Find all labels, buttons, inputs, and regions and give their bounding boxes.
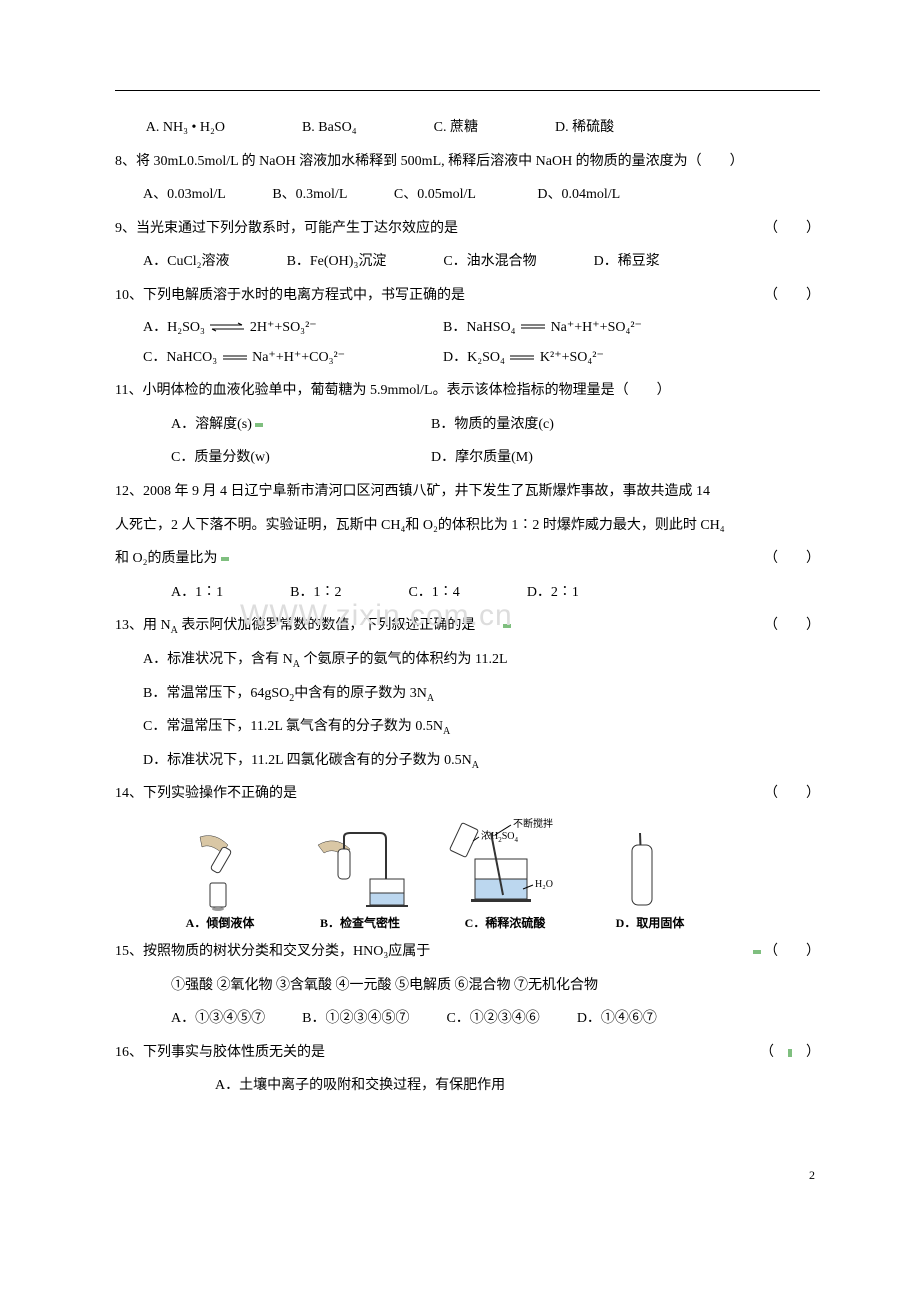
green-fragment-icon: [788, 1049, 792, 1057]
q10-c-left: C．NaHCO₃: [143, 350, 217, 365]
equals-long-icon: [221, 354, 249, 362]
q11-opt-b: B．物质的量浓度(c): [431, 417, 554, 432]
q15-opt-d: D．①④⑥⑦: [577, 1011, 657, 1026]
green-fragment-icon: [753, 950, 761, 954]
q14-cap-b: B．检查气密性: [305, 914, 415, 933]
q13-opt-d: D．标准状况下，11.2L 四氯化碳含有的分子数为 0.5NA: [115, 744, 820, 778]
q12-line2: 人死亡，2 人下落不明。实验证明，瓦斯中 CH₄和 O₂的体积比为 1∶2 时爆…: [115, 509, 820, 543]
q14-fig-b: B．检查气密性: [305, 827, 415, 933]
q14-figures: A．倾倒液体 B．检查气密性 不断搅拌: [115, 817, 820, 933]
q15-opt-a: A．①③④⑤⑦: [171, 1011, 265, 1026]
q10-d-right: K²⁺+SO₄²⁻: [540, 350, 604, 365]
q10: 10、下列电解质溶于水时的电离方程式中，书写正确的是 （ ） A．H₂SO₃ 2…: [115, 279, 820, 374]
q10-b-right: Na⁺+H⁺+SO₄²⁻: [551, 320, 642, 335]
q16: 16、下列事实与胶体性质无关的是 （ ） A．土壤中离子的吸附和交换过程，有保肥…: [115, 1036, 820, 1103]
q11-opt-c: C．质量分数(w): [171, 441, 431, 475]
q8-opt-b: B、0.3mol/L: [272, 187, 347, 202]
take-solid-icon: [620, 827, 680, 912]
q9-stem: 9、当光束通过下列分散系时，可能产生丁达尔效应的是: [115, 212, 458, 246]
q7-opt-c: C. 蔗糖: [434, 120, 478, 135]
q7-options: A. NH₃ • H₂O B. BaSO₄ C. 蔗糖 D. 稀硫酸: [115, 111, 820, 145]
q10-c-right: Na⁺+H⁺+CO₃²⁻: [252, 350, 345, 365]
q8: 8、将 30mL0.5mol/L 的 NaOH 溶液加水稀释到 500mL, 稀…: [115, 145, 820, 212]
q10-paren: （ ）: [764, 279, 820, 313]
q11: 11、小明体检的血液化验单中，葡萄糖为 5.9mmol/L。表示该体检指标的物理…: [115, 374, 820, 475]
q14-fig-c: 不断搅拌 浓H2SO4 H₂O C．稀释浓硫酸: [445, 817, 565, 933]
green-fragment-icon: [503, 624, 511, 628]
q16-stem: 16、下列事实与胶体性质无关的是: [115, 1036, 325, 1070]
q8-opt-d: D、0.04mol/L: [537, 187, 620, 202]
q13-opt-b: B．常温常压下，64gSO2中含有的原子数为 3NA: [115, 677, 820, 711]
q9-opt-a: A．CuCl₂溶液: [143, 254, 230, 269]
q10-b-left: B．NaHSO₄: [443, 320, 516, 335]
q9-opt-c: C．油水混合物: [443, 254, 536, 269]
q7-opt-d: D. 稀硫酸: [555, 120, 614, 135]
q8-opt-a: A、0.03mol/L: [143, 187, 225, 202]
q13-paren: （ ）: [764, 609, 820, 643]
q11-opt-a: A．溶解度(s): [171, 417, 252, 432]
equilibrium-arrow-icon: [208, 322, 246, 332]
q7-opt-a: A. NH₃ • H₂O: [146, 120, 225, 135]
q15-opt-c: C．①②③④⑥: [446, 1011, 539, 1026]
label-h2o: H₂O: [535, 879, 553, 890]
q8-stem: 8、将 30mL0.5mol/L 的 NaOH 溶液加水稀释到 500mL, 稀…: [115, 145, 820, 179]
q13-opt-c: C．常温常压下，11.2L 氯气含有的分子数为 0.5NA: [115, 710, 820, 744]
page-number: 2: [809, 1161, 815, 1190]
equals-long-icon: [519, 323, 547, 331]
q11-stem: 11、小明体检的血液化验单中，葡萄糖为 5.9mmol/L。表示该体检指标的物理…: [115, 374, 820, 408]
q14: 14、下列实验操作不正确的是 （ ） A．倾倒液体: [115, 777, 820, 933]
q9: 9、当光束通过下列分散系时，可能产生丁达尔效应的是 （ ） A．CuCl₂溶液 …: [115, 212, 820, 279]
q10-stem: 10、下列电解质溶于水时的电离方程式中，书写正确的是: [115, 279, 465, 313]
q10-opt-c: C．NaHCO₃ Na⁺+H⁺+CO₃²⁻: [143, 343, 443, 374]
q12-opt-b: B．1∶2: [290, 585, 341, 600]
q10-a-right: 2H⁺+SO₃²⁻: [250, 320, 317, 335]
label-stir: 不断搅拌: [513, 817, 553, 830]
equals-long-icon: [508, 354, 536, 362]
q12-opt-d: D．2∶1: [527, 585, 579, 600]
q13: 13、用 NA 表示阿伏加德罗常数的数值，下列叙述正确的是 （ ） A．标准状况…: [115, 609, 820, 777]
q15: 15、按照物质的树状分类和交叉分类，HNO₃应属于 （ ） ①强酸 ②氧化物 ③…: [115, 935, 820, 1036]
q14-cap-a: A．倾倒液体: [165, 914, 275, 933]
q15-stem: 15、按照物质的树状分类和交叉分类，HNO₃应属于: [115, 935, 430, 969]
q14-fig-d: D．取用固体: [595, 827, 705, 933]
green-fragment-icon: [221, 557, 229, 561]
q9-opt-d: D．稀豆浆: [594, 254, 660, 269]
q12-opt-c: C．1∶4: [408, 585, 459, 600]
q12: 12、2008 年 9 月 4 日辽宁阜新市清河口区河西镇八矿，井下发生了瓦斯爆…: [115, 475, 820, 609]
q15-categories: ①强酸 ②氧化物 ③含氧酸 ④一元酸 ⑤电解质 ⑥混合物 ⑦无机化合物: [115, 969, 820, 1003]
q7-opt-b: B. BaSO₄: [302, 120, 357, 135]
q10-opt-a: A．H₂SO₃ 2H⁺+SO₃²⁻: [143, 313, 443, 344]
q8-opt-c: C、0.05mol/L: [394, 187, 476, 202]
header-rule: [115, 90, 820, 91]
q16-paren: （ ）: [760, 1036, 820, 1070]
q12-opt-a: A．1∶1: [171, 585, 223, 600]
q12-paren: （ ）: [764, 542, 820, 576]
pouring-liquid-icon: [180, 827, 260, 912]
q15-paren: （ ）: [764, 944, 820, 959]
q10-opt-b: B．NaHSO₄ Na⁺+H⁺+SO₄²⁻: [443, 313, 642, 344]
q15-opt-b: B．①②③④⑤⑦: [302, 1011, 409, 1026]
q10-d-left: D．K₂SO₄: [443, 350, 505, 365]
airtight-check-icon: [310, 827, 410, 912]
page: WWW.zixin.com.cn A. NH₃ • H₂O B. BaSO₄ C…: [0, 0, 920, 1240]
q16-opt-a: A．土壤中离子的吸附和交换过程，有保肥作用: [115, 1069, 820, 1103]
q12-line1: 12、2008 年 9 月 4 日辽宁阜新市清河口区河西镇八矿，井下发生了瓦斯爆…: [115, 475, 820, 509]
q9-paren: （ ）: [764, 212, 820, 246]
q10-a-left: A．H₂SO₃: [143, 320, 205, 335]
q9-opt-b: B．Fe(OH)₃沉淀: [287, 254, 387, 269]
green-fragment-icon: [255, 423, 263, 427]
q14-cap-c: C．稀释浓硫酸: [445, 914, 565, 933]
q13-opt-a: A．标准状况下，含有 NA 个氨原子的氨气的体积约为 11.2L: [115, 643, 820, 677]
q12-line3: 和 O₂的质量比为: [115, 551, 218, 566]
q14-fig-a: A．倾倒液体: [165, 827, 275, 933]
q14-paren: （ ）: [764, 777, 820, 811]
q14-stem: 14、下列实验操作不正确的是: [115, 777, 297, 811]
q10-opt-d: D．K₂SO₄ K²⁺+SO₄²⁻: [443, 343, 604, 374]
q14-cap-d: D．取用固体: [595, 914, 705, 933]
q11-opt-d: D．摩尔质量(M): [431, 441, 533, 475]
q13-stem: 13、用 NA 表示阿伏加德罗常数的数值，下列叙述正确的是: [115, 618, 475, 633]
dilute-acid-icon: 不断搅拌 浓H2SO4 H₂O: [445, 817, 565, 912]
